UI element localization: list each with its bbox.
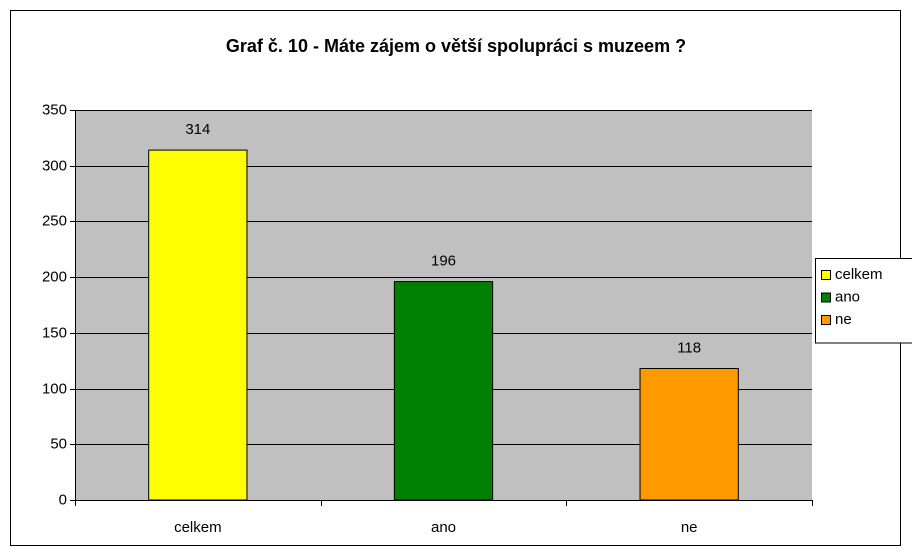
bar bbox=[393, 281, 494, 501]
y-tick-label: 250 bbox=[42, 212, 67, 229]
bar bbox=[148, 149, 248, 501]
legend-label: ano bbox=[835, 288, 860, 305]
legend-swatch bbox=[821, 292, 831, 303]
x-tick-label: ano bbox=[431, 519, 456, 536]
y-tick-label: 50 bbox=[50, 435, 67, 452]
legend-swatch bbox=[821, 315, 831, 325]
y-tick-label: 350 bbox=[42, 101, 67, 118]
x-tick-label: celkem bbox=[174, 519, 222, 536]
value-label: 314 bbox=[185, 121, 210, 138]
y-tick-label: 200 bbox=[42, 268, 67, 285]
value-label: 196 bbox=[431, 253, 456, 270]
x-tick-label: ne bbox=[681, 519, 698, 536]
y-tick-label: 0 bbox=[59, 491, 67, 508]
y-tick-label: 150 bbox=[42, 324, 67, 341]
legend-box bbox=[815, 258, 912, 344]
legend-label: celkem bbox=[835, 266, 883, 283]
y-tick-label: 300 bbox=[42, 157, 67, 174]
y-tick-label: 100 bbox=[42, 380, 67, 397]
legend-label: ne bbox=[835, 311, 852, 328]
legend-swatch bbox=[821, 270, 831, 280]
bar bbox=[639, 368, 739, 501]
chart-title: Graf č. 10 - Máte zájem o větší spoluprá… bbox=[226, 36, 686, 56]
value-label: 118 bbox=[677, 339, 701, 356]
